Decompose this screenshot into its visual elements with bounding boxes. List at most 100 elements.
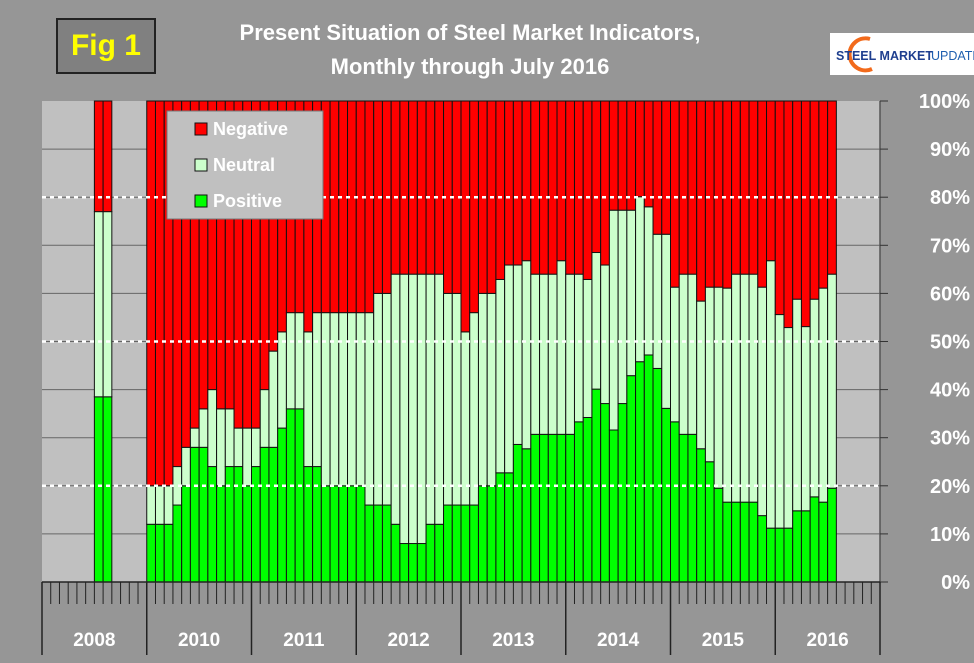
bar-neutral-2013-06: [504, 264, 514, 474]
bar-negative-2016-04: [800, 100, 811, 328]
bar-neutral-2013-07: [512, 264, 523, 445]
bar-negative-2013-09: [530, 100, 541, 275]
bar-negative-2014-05: [600, 100, 610, 266]
bar-negative-2015-11: [757, 100, 768, 288]
bar-neutral-2015-11: [757, 286, 768, 517]
bar-neutral-2016-07: [827, 273, 837, 489]
year-label-2016: 2016: [806, 630, 848, 651]
bar-negative-2016-03: [792, 100, 802, 300]
bar-negative-2016-07: [827, 100, 837, 275]
bar-positive-2013-06: [504, 472, 514, 583]
bar-positive-2012-10: [434, 523, 445, 583]
chart-title-line-1: Present Situation of Steel Market Indica…: [239, 20, 701, 45]
bar-positive-2013-09: [530, 433, 541, 583]
year-label-2012: 2012: [387, 630, 429, 651]
bar-negative-2013-05: [495, 100, 506, 280]
bar-negative-2016-05: [809, 100, 820, 300]
y-tick-label: 60%: [930, 283, 970, 305]
bar-positive-2012-07: [408, 543, 418, 583]
bar-positive-2014-01: [565, 433, 575, 583]
bar-neutral-2015-09: [739, 273, 750, 503]
bar-neutral-2013-10: [539, 273, 549, 435]
bar-positive-2015-10: [748, 501, 759, 583]
y-tick-label: 30%: [930, 428, 970, 450]
bar-neutral-2013-03: [477, 292, 488, 487]
bar-negative-2015-04: [696, 100, 706, 302]
bar-positive-2015-02: [678, 433, 689, 583]
bar-neutral-2010-07: [198, 408, 209, 448]
y-tick-label: 90%: [930, 139, 970, 161]
bar-positive-2010-11: [233, 466, 244, 583]
bar-positive-2015-12: [766, 527, 776, 583]
bar-negative-2010-02: [154, 100, 165, 487]
bar-positive-2016-06: [818, 501, 829, 583]
bar-negative-2012-05: [390, 100, 401, 275]
bar-neutral-2011-10: [329, 312, 340, 487]
bar-positive-2013-03: [477, 485, 488, 583]
y-tick-label: 20%: [930, 476, 970, 498]
bar-positive-2011-11: [338, 485, 349, 583]
year-label-2008: 2008: [73, 630, 115, 651]
bar-negative-2013-01: [460, 100, 471, 333]
bar-neutral-2012-07: [408, 273, 418, 545]
svg-text:UPDATE: UPDATE: [931, 49, 974, 63]
bar-positive-2013-05: [495, 472, 506, 583]
bar-negative-2014-10: [643, 100, 654, 208]
bar-neutral-2011-09: [320, 312, 331, 487]
bar-positive-2008-07: [93, 396, 104, 583]
bar-negative-2015-05: [704, 100, 715, 288]
bar-positive-2016-02: [783, 527, 794, 583]
bar-positive-2010-03: [163, 523, 174, 583]
bar-neutral-2015-12: [766, 260, 776, 529]
bar-neutral-2013-09: [530, 273, 541, 435]
bar-positive-2011-05: [285, 408, 296, 583]
bar-neutral-2015-04: [696, 300, 706, 450]
bar-neutral-2010-05: [181, 446, 191, 487]
bar-negative-2011-12: [347, 100, 357, 314]
bar-neutral-2011-05: [285, 312, 296, 410]
bar-positive-2010-09: [216, 485, 226, 583]
bar-neutral-2010-01: [146, 485, 156, 525]
legend: [166, 110, 324, 220]
bar-neutral-2008-08: [102, 211, 113, 398]
bar-positive-2014-11: [652, 367, 663, 583]
bar-positive-2016-07: [827, 487, 837, 583]
bar-neutral-2014-12: [661, 233, 671, 409]
bar-positive-2010-10: [224, 466, 235, 583]
bar-positive-2012-04: [381, 504, 392, 583]
bar-neutral-2016-06: [818, 287, 829, 503]
bar-positive-2012-01: [355, 485, 366, 583]
bar-negative-2014-02: [573, 100, 584, 275]
bar-positive-2010-08: [207, 466, 218, 583]
bar-negative-2014-06: [608, 100, 619, 211]
bar-neutral-2011-12: [347, 312, 357, 487]
bar-positive-2013-02: [469, 504, 479, 583]
bar-positive-2015-04: [696, 448, 706, 583]
bar-neutral-2013-05: [495, 278, 506, 474]
bar-neutral-2011-11: [338, 312, 349, 487]
bar-neutral-2015-10: [748, 273, 759, 503]
bar-positive-2015-11: [757, 515, 768, 583]
bar-positive-2011-10: [329, 485, 340, 583]
bar-positive-2015-08: [731, 501, 741, 583]
bar-neutral-2012-01: [355, 312, 366, 487]
bar-negative-2008-07: [93, 100, 104, 213]
bar-negative-2013-12: [556, 100, 567, 262]
bar-negative-2015-08: [731, 100, 741, 275]
bar-neutral-2013-01: [460, 331, 471, 506]
year-label-2015: 2015: [702, 630, 745, 651]
bar-positive-2011-06: [294, 408, 305, 583]
bar-negative-2016-01: [774, 100, 785, 316]
bar-positive-2014-09: [635, 361, 645, 583]
bar-neutral-2014-07: [617, 209, 628, 405]
y-tick-label: 80%: [930, 187, 970, 209]
bar-negative-2015-09: [739, 100, 750, 275]
bar-neutral-2015-01: [670, 286, 680, 423]
bar-neutral-2014-09: [635, 196, 645, 363]
bar-neutral-2011-08: [312, 312, 322, 468]
bar-negative-2014-07: [617, 100, 628, 211]
bar-positive-2016-01: [774, 527, 785, 583]
bar-positive-2015-06: [713, 487, 724, 583]
bar-positive-2012-08: [416, 543, 427, 583]
bar-neutral-2014-06: [608, 209, 619, 431]
